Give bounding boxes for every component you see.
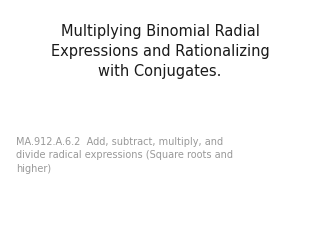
Text: MA.912.A.6.2  Add, subtract, multiply, and
divide radical expressions (Square ro: MA.912.A.6.2 Add, subtract, multiply, an… bbox=[16, 137, 233, 174]
Text: Multiplying Binomial Radial
Expressions and Rationalizing
with Conjugates.: Multiplying Binomial Radial Expressions … bbox=[51, 24, 269, 79]
